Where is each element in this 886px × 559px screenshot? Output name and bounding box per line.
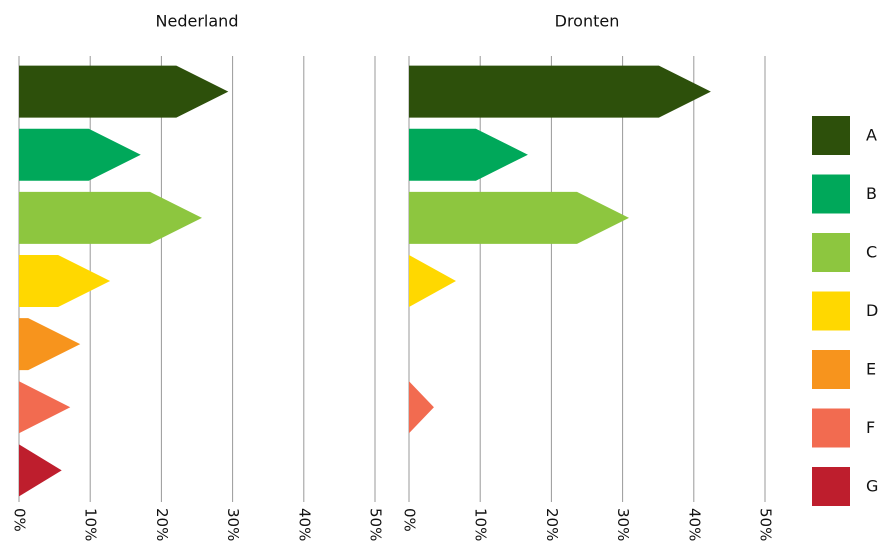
- legend-swatch: [812, 174, 850, 214]
- legend-label: E: [866, 360, 876, 379]
- legend-label: A: [866, 126, 877, 145]
- bar: [19, 255, 111, 307]
- legend-swatch: [812, 467, 850, 506]
- legend-label: F: [866, 418, 875, 437]
- legend-label: D: [866, 301, 878, 320]
- bar: [409, 255, 456, 307]
- chart-title: Nederland: [156, 12, 239, 31]
- x-tick-label: 20%: [543, 508, 561, 541]
- legend-label: G: [866, 477, 878, 496]
- legend-swatch: [812, 408, 850, 448]
- legend-swatch: [812, 233, 850, 272]
- bar: [409, 65, 711, 118]
- bar: [19, 191, 202, 244]
- bar: [19, 318, 81, 371]
- bar: [409, 381, 434, 434]
- x-tick-label: 40%: [685, 508, 703, 541]
- x-tick-label: 30%: [614, 508, 632, 541]
- x-tick-label: 0%: [11, 508, 29, 532]
- x-tick-label: 50%: [757, 508, 775, 541]
- legend-swatch: [812, 291, 850, 331]
- bar: [19, 65, 229, 118]
- legend-swatch: [812, 350, 850, 389]
- x-tick-label: 20%: [153, 508, 171, 541]
- chart-title: Dronten: [555, 12, 620, 31]
- x-tick-label: 0%: [401, 508, 419, 532]
- x-tick-label: 10%: [472, 508, 490, 541]
- x-tick-label: 50%: [367, 508, 385, 541]
- legend-label: C: [866, 243, 877, 262]
- x-tick-label: 30%: [224, 508, 242, 541]
- bar: [19, 381, 71, 434]
- x-tick-label: 10%: [82, 508, 100, 541]
- bar: [19, 444, 62, 497]
- bar: [409, 191, 630, 244]
- x-tick-label: 40%: [295, 508, 313, 541]
- legend-swatch: [812, 116, 850, 155]
- legend-label: B: [866, 184, 877, 203]
- bar: [19, 128, 141, 181]
- bar: [409, 128, 528, 181]
